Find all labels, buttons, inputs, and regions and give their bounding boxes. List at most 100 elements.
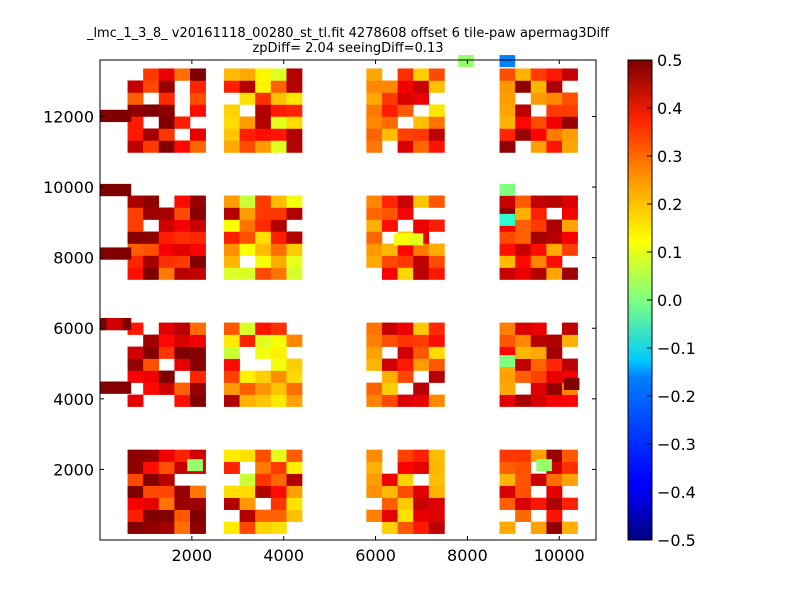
- heatmap-cell: [143, 497, 160, 510]
- heatmap-cell: [239, 394, 256, 407]
- heatmap-cell: [286, 255, 303, 268]
- heatmap-cell: [397, 68, 414, 81]
- heatmap-cell: [106, 381, 123, 394]
- heatmap-cell: [515, 509, 532, 522]
- heatmap-cell: [413, 140, 430, 153]
- heatmap-cell: [174, 394, 191, 407]
- heatmap-cell: [499, 183, 516, 196]
- heatmap-cell: [127, 473, 144, 486]
- heatmap-cell: [224, 485, 240, 498]
- heatmap-cell: [158, 80, 175, 93]
- heatmap-cell: [158, 509, 175, 522]
- heatmap-cell: [224, 358, 240, 371]
- heatmap-cell: [174, 358, 191, 371]
- heatmap-cell: [499, 243, 516, 256]
- heatmap-cell: [143, 128, 160, 141]
- y-tick-label: 2000: [53, 460, 94, 479]
- heatmap-cell: [286, 231, 303, 244]
- heatmap-cell: [381, 80, 398, 93]
- heatmap-cell: [397, 104, 414, 117]
- heatmap-cell: [255, 485, 272, 498]
- heatmap-cell: [127, 370, 144, 383]
- heatmap-cell: [224, 195, 240, 208]
- heatmap-cell: [127, 322, 144, 335]
- colorbar-tick-label: 0.2: [657, 195, 682, 214]
- heatmap-cell: [546, 473, 563, 486]
- heatmap-cell: [224, 334, 240, 347]
- heatmap-cell: [286, 382, 303, 395]
- heatmap-cell: [428, 140, 445, 153]
- heatmap-cell: [413, 358, 430, 371]
- heatmap-cell: [255, 394, 272, 407]
- heatmap-cell: [381, 207, 398, 220]
- heatmap-cell: [158, 370, 175, 383]
- x-tick-label: 6000: [355, 546, 396, 565]
- heatmap-cell: [499, 497, 516, 510]
- heatmap-cell: [143, 80, 160, 93]
- heatmap-cell: [515, 322, 532, 335]
- heatmap-cell: [224, 382, 240, 395]
- heatmap-cell: [397, 92, 414, 105]
- colorbar-tick-label: 0.5: [657, 51, 682, 70]
- heatmap-cell: [530, 116, 547, 129]
- heatmap-cell: [158, 267, 175, 280]
- heatmap-cell: [190, 267, 206, 280]
- heatmap-cell: [397, 128, 414, 141]
- heatmap-cell: [499, 140, 516, 153]
- heatmap-cell: [546, 521, 563, 534]
- heatmap-cell: [413, 461, 430, 474]
- heatmap-cell: [270, 346, 287, 359]
- heatmap-cell: [366, 509, 383, 522]
- heatmap-cell: [428, 394, 445, 407]
- heatmap-cell: [428, 128, 445, 141]
- heatmap-cell: [428, 80, 445, 93]
- heatmap-cell: [546, 219, 563, 232]
- heatmap-cell: [255, 346, 272, 359]
- heatmap-cell: [190, 231, 206, 244]
- heatmap-cell: [286, 334, 303, 347]
- heatmap-cell: [286, 116, 303, 129]
- heatmap-cell: [530, 243, 547, 256]
- heatmap-cell: [127, 267, 144, 280]
- heatmap-cell: [143, 195, 160, 208]
- heatmap-cell: [255, 461, 272, 474]
- heatmap-cell: [366, 80, 383, 93]
- heatmap-cell: [397, 461, 414, 474]
- heatmap-cell: [366, 382, 383, 395]
- heatmap-cell: [190, 497, 206, 510]
- heatmap-cell: [143, 370, 160, 383]
- heatmap-cell: [174, 219, 191, 232]
- heatmap-cell: [143, 461, 160, 474]
- heatmap-cell: [143, 334, 160, 347]
- heatmap-cell: [158, 68, 175, 81]
- colorbar-tick-label: −0.1: [657, 339, 696, 358]
- heatmap-cell: [413, 195, 430, 208]
- heatmap-cell: [515, 128, 532, 141]
- y-axis: 2000 4000 6000 8000 10000 12000: [43, 107, 596, 479]
- heatmap-cell: [428, 68, 445, 81]
- heatmap-cell: [546, 92, 563, 105]
- heatmap-cell: [397, 255, 414, 268]
- heatmap-cell: [286, 449, 303, 462]
- heatmap-cell: [286, 128, 303, 141]
- heatmap-cell: [158, 521, 175, 534]
- heatmap-cell: [270, 382, 287, 395]
- heatmap-cell: [366, 394, 383, 407]
- heatmap-cell: [562, 68, 578, 81]
- heatmap-cell: [515, 255, 532, 268]
- heatmap-cell: [428, 449, 445, 462]
- heatmap-cell: [286, 461, 303, 474]
- heatmap-cell: [270, 485, 287, 498]
- heatmap-cell: [546, 382, 563, 395]
- heatmap-cell: [224, 231, 240, 244]
- heatmap-cell: [428, 219, 445, 232]
- heatmap-cell: [428, 497, 445, 510]
- heatmap-cell: [190, 521, 206, 534]
- heatmap-cell: [224, 104, 240, 117]
- heatmap-cell: [100, 247, 132, 260]
- heatmap-cell: [143, 231, 160, 244]
- heatmap-cell: [546, 68, 563, 81]
- heatmap-cell: [174, 116, 191, 129]
- x-tick-label: 8000: [447, 546, 488, 565]
- heatmap-cell: [413, 346, 430, 359]
